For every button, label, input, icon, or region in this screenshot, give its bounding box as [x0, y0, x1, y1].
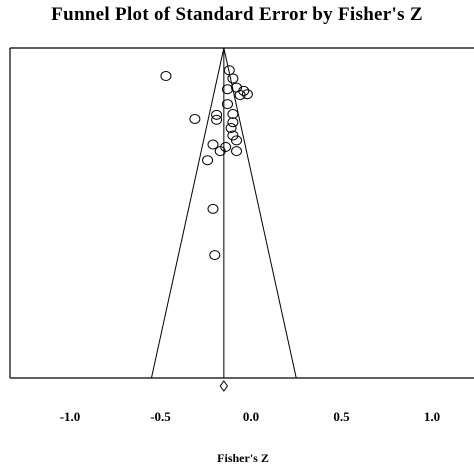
funnel-right-line — [223, 47, 297, 379]
study-point — [227, 109, 239, 119]
funnel-lines — [150, 47, 297, 379]
x-axis-title: Fisher's Z — [217, 451, 269, 465]
study-point — [209, 250, 221, 261]
study-point — [207, 203, 219, 214]
study-point — [207, 139, 219, 150]
x-tick-label: 0.5 — [333, 409, 350, 424]
study-point — [241, 89, 253, 100]
chart-title: Funnel Plot of Standard Error by Fisher'… — [51, 4, 423, 25]
study-point — [211, 109, 223, 120]
study-point — [234, 90, 246, 101]
diamond-layer — [219, 380, 229, 392]
study-point — [221, 84, 233, 95]
x-tick-label: 1.0 — [424, 409, 440, 424]
x-tick-label: 0.0 — [243, 409, 259, 424]
tick-labels: -1.0 -0.5 0.0 0.5 1.0 — [60, 409, 440, 424]
study-point — [227, 130, 239, 141]
study-point — [227, 73, 239, 84]
study-point — [214, 146, 226, 157]
study-point — [202, 155, 214, 166]
study-point — [211, 114, 223, 125]
points-layer — [160, 65, 253, 261]
study-point — [160, 71, 172, 82]
x-tick-label: -0.5 — [150, 409, 171, 424]
study-point — [231, 135, 243, 146]
study-point — [231, 146, 243, 157]
plot-frame — [9, 47, 474, 379]
study-point — [189, 113, 201, 124]
study-point — [221, 99, 233, 110]
funnel-left-line — [150, 47, 225, 379]
study-point — [227, 117, 239, 128]
study-point — [225, 123, 237, 134]
summary-diamond — [219, 380, 229, 392]
x-tick-label: -1.0 — [60, 409, 81, 424]
